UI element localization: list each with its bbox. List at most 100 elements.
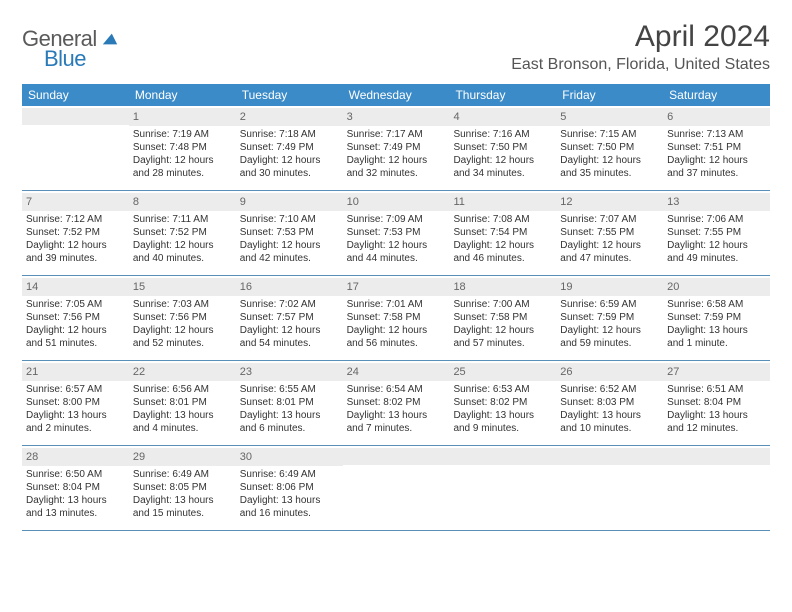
day-number: 19 bbox=[556, 278, 663, 296]
sunset-text: Sunset: 7:55 PM bbox=[667, 226, 766, 239]
sunset-text: Sunset: 8:02 PM bbox=[453, 396, 552, 409]
day-cell: 26Sunrise: 6:52 AMSunset: 8:03 PMDayligh… bbox=[556, 361, 663, 445]
day-cell: 27Sunrise: 6:51 AMSunset: 8:04 PMDayligh… bbox=[663, 361, 770, 445]
day2-text: and 59 minutes. bbox=[560, 337, 659, 350]
day-number: 23 bbox=[236, 363, 343, 381]
sunset-text: Sunset: 7:51 PM bbox=[667, 141, 766, 154]
day-number: 22 bbox=[129, 363, 236, 381]
day-number: 24 bbox=[343, 363, 450, 381]
sunset-text: Sunset: 7:53 PM bbox=[347, 226, 446, 239]
day-cell: 2Sunrise: 7:18 AMSunset: 7:49 PMDaylight… bbox=[236, 106, 343, 190]
day-number bbox=[22, 108, 129, 125]
day-number bbox=[449, 448, 556, 465]
day2-text: and 44 minutes. bbox=[347, 252, 446, 265]
header: General April 2024 East Bronson, Florida… bbox=[22, 20, 770, 74]
empty-cell bbox=[556, 446, 663, 530]
empty-cell bbox=[343, 446, 450, 530]
day-header-sunday: Sunday bbox=[22, 84, 129, 106]
sunset-text: Sunset: 8:01 PM bbox=[240, 396, 339, 409]
day-cell: 19Sunrise: 6:59 AMSunset: 7:59 PMDayligh… bbox=[556, 276, 663, 360]
day-number: 18 bbox=[449, 278, 556, 296]
day-cell: 29 Sunrise: 6:49 AMSunset: 8:05 PMDayligh… bbox=[129, 446, 236, 530]
sunrise-text: Sunrise: 6:51 AM bbox=[667, 383, 766, 396]
day1-text: Daylight: 12 hours bbox=[453, 154, 552, 167]
sunrise-text: Sunrise: 7:10 AM bbox=[240, 213, 339, 226]
sunset-text: Sunset: 8:02 PM bbox=[347, 396, 446, 409]
logo-blue-wrap: Blue bbox=[44, 46, 86, 72]
day1-text: Daylight: 13 hours bbox=[560, 409, 659, 422]
sunset-text: Sunset: 7:56 PM bbox=[133, 311, 232, 324]
day-cell: 25Sunrise: 6:53 AMSunset: 8:02 PMDayligh… bbox=[449, 361, 556, 445]
day-number: 25 bbox=[449, 363, 556, 381]
sunset-text: Sunset: 7:58 PM bbox=[453, 311, 552, 324]
day-number: 1 bbox=[129, 108, 236, 126]
day2-text: and 39 minutes. bbox=[26, 252, 125, 265]
sunrise-text: Sunrise: 7:06 AM bbox=[667, 213, 766, 226]
sunrise-text: Sunrise: 7:13 AM bbox=[667, 128, 766, 141]
sunset-text: Sunset: 7:58 PM bbox=[347, 311, 446, 324]
day-header-tuesday: Tuesday bbox=[236, 84, 343, 106]
sunset-text: Sunset: 7:59 PM bbox=[560, 311, 659, 324]
day-cell: 30Sunrise: 6:49 AMSunset: 8:06 PMDayligh… bbox=[236, 446, 343, 530]
day2-text: and 35 minutes. bbox=[560, 167, 659, 180]
sunrise-text: Sunrise: 6:57 AM bbox=[26, 383, 125, 396]
day-number bbox=[663, 448, 770, 465]
sunrise-text: Sunrise: 6:56 AM bbox=[133, 383, 232, 396]
day2-text: and 51 minutes. bbox=[26, 337, 125, 350]
day-number: 4 bbox=[449, 108, 556, 126]
day-cell: 23Sunrise: 6:55 AMSunset: 8:01 PMDayligh… bbox=[236, 361, 343, 445]
sunrise-text: Sunrise: 7:18 AM bbox=[240, 128, 339, 141]
day-number: 15 bbox=[129, 278, 236, 296]
sunset-text: Sunset: 7:50 PM bbox=[453, 141, 552, 154]
day2-text: and 56 minutes. bbox=[347, 337, 446, 350]
day-number: 7 bbox=[22, 193, 129, 211]
sunset-text: Sunset: 8:05 PM bbox=[133, 481, 232, 494]
sunset-text: Sunset: 7:59 PM bbox=[667, 311, 766, 324]
day-number: 8 bbox=[129, 193, 236, 211]
sunset-text: Sunset: 7:57 PM bbox=[240, 311, 339, 324]
empty-cell bbox=[663, 446, 770, 530]
day1-text: Daylight: 12 hours bbox=[133, 239, 232, 252]
day-number: 6 bbox=[663, 108, 770, 126]
day-number: 2 bbox=[236, 108, 343, 126]
day1-text: Daylight: 13 hours bbox=[133, 494, 232, 507]
day1-text: Daylight: 13 hours bbox=[26, 409, 125, 422]
day2-text: and 2 minutes. bbox=[26, 422, 125, 435]
day-header-saturday: Saturday bbox=[663, 84, 770, 106]
sunset-text: Sunset: 8:06 PM bbox=[240, 481, 339, 494]
day-cell: 28Sunrise: 6:50 AMSunset: 8:04 PMDayligh… bbox=[22, 446, 129, 530]
day1-text: Daylight: 12 hours bbox=[240, 239, 339, 252]
day2-text: and 10 minutes. bbox=[560, 422, 659, 435]
day1-text: Daylight: 12 hours bbox=[133, 324, 232, 337]
day-number: 20 bbox=[663, 278, 770, 296]
day-cell: 3Sunrise: 7:17 AMSunset: 7:49 PMDaylight… bbox=[343, 106, 450, 190]
day-cell: 24Sunrise: 6:54 AMSunset: 8:02 PMDayligh… bbox=[343, 361, 450, 445]
day-cell: 9Sunrise: 7:10 AMSunset: 7:53 PMDaylight… bbox=[236, 191, 343, 275]
day2-text: and 16 minutes. bbox=[240, 507, 339, 520]
sunrise-text: Sunrise: 6:49 AM bbox=[240, 468, 339, 481]
sunrise-text: Sunrise: 7:15 AM bbox=[560, 128, 659, 141]
day-cell: 22Sunrise: 6:56 AMSunset: 8:01 PMDayligh… bbox=[129, 361, 236, 445]
day2-text: and 40 minutes. bbox=[133, 252, 232, 265]
sunrise-text: Sunrise: 7:09 AM bbox=[347, 213, 446, 226]
day-cell: 17Sunrise: 7:01 AMSunset: 7:58 PMDayligh… bbox=[343, 276, 450, 360]
sunrise-text: Sunrise: 7:12 AM bbox=[26, 213, 125, 226]
title-block: April 2024 East Bronson, Florida, United… bbox=[511, 20, 770, 74]
day1-text: Daylight: 12 hours bbox=[347, 324, 446, 337]
sunrise-text: Sunrise: 7:03 AM bbox=[133, 298, 232, 311]
day-number: 29 bbox=[129, 448, 236, 466]
day-number: 26 bbox=[556, 363, 663, 381]
day-cell: 18Sunrise: 7:00 AMSunset: 7:58 PMDayligh… bbox=[449, 276, 556, 360]
week-row: 21Sunrise: 6:57 AMSunset: 8:00 PMDayligh… bbox=[22, 361, 770, 446]
month-title: April 2024 bbox=[511, 20, 770, 54]
sunrise-text: Sunrise: 6:55 AM bbox=[240, 383, 339, 396]
day-cell: 4Sunrise: 7:16 AMSunset: 7:50 PMDaylight… bbox=[449, 106, 556, 190]
day1-text: Daylight: 13 hours bbox=[667, 409, 766, 422]
day-cell: 13Sunrise: 7:06 AMSunset: 7:55 PMDayligh… bbox=[663, 191, 770, 275]
day-header-friday: Friday bbox=[556, 84, 663, 106]
day-number: 3 bbox=[343, 108, 450, 126]
day-number: 9 bbox=[236, 193, 343, 211]
day1-text: Daylight: 12 hours bbox=[133, 154, 232, 167]
day1-text: Daylight: 13 hours bbox=[240, 494, 339, 507]
sunrise-text: Sunrise: 6:49 AM bbox=[133, 468, 232, 481]
